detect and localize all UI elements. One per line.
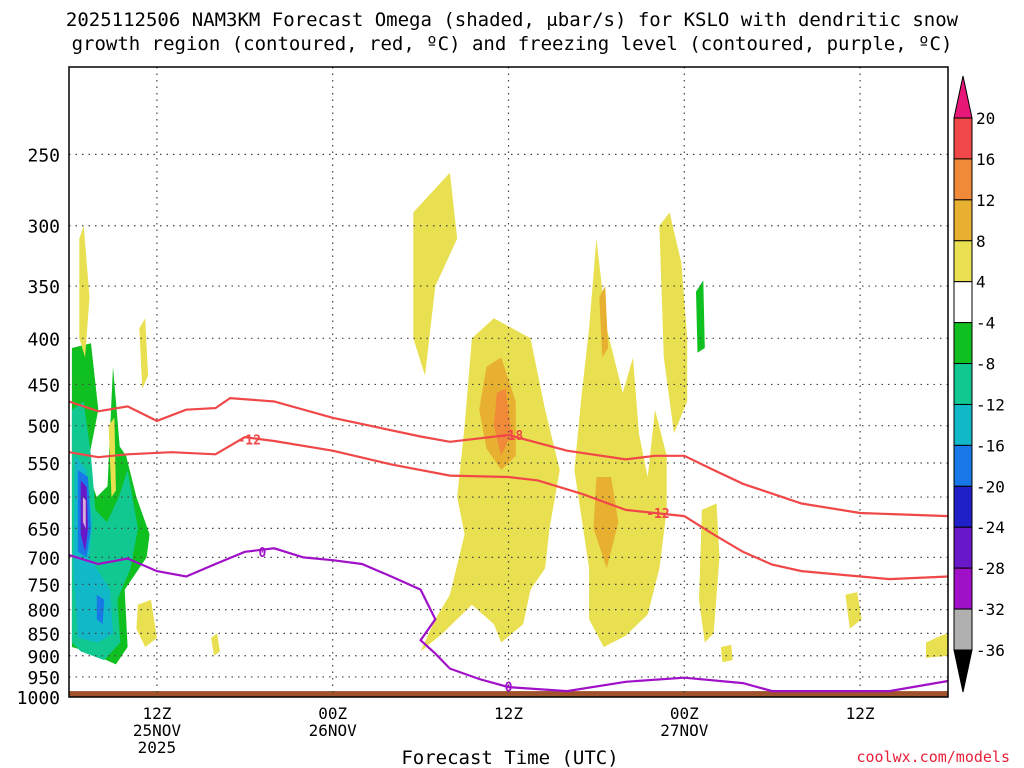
- colorbar-swatch-7: [953, 403, 973, 446]
- x-tick-date-3: 27NOV: [660, 721, 709, 740]
- x-tick-year-0: 2025: [138, 738, 177, 757]
- omega-region-22: [926, 633, 948, 658]
- colorbar-swatch-8: [953, 444, 973, 487]
- x-tick-label-4: 12Z: [846, 704, 875, 723]
- y-tick-label-650: 650: [27, 519, 60, 540]
- colorbar-swatch-2: [953, 199, 973, 242]
- plot-frame: [68, 66, 949, 698]
- y-tick-label-800: 800: [27, 601, 60, 622]
- omega-region-15: [413, 172, 458, 376]
- omega-region-17: [574, 238, 667, 647]
- colorbar-top-arrow: [953, 75, 973, 119]
- credit-link[interactable]: coolwx.com/models: [856, 748, 1010, 766]
- colorbar-swatch-1: [953, 158, 973, 201]
- y-tick-label-300: 300: [27, 217, 60, 238]
- colorbar-label-5: -4: [976, 314, 995, 333]
- omega-region-16: [420, 318, 560, 652]
- x-tick-label-2: 12Z: [494, 704, 523, 723]
- colorbar-bottom-arrow: [953, 649, 973, 693]
- colorbar-label-8: -16: [976, 436, 1005, 455]
- colorbar-label-10: -24: [976, 518, 1005, 537]
- contour-line-1: [68, 436, 949, 581]
- contour-label-0: -12: [237, 434, 260, 449]
- x-axis-label: Forecast Time (UTC): [401, 747, 618, 768]
- y-tick-label-700: 700: [27, 548, 60, 569]
- omega-region-11: [108, 417, 116, 497]
- contour-label-4: 0: [505, 681, 513, 696]
- contour-label-3: 0: [258, 546, 266, 561]
- colorbar-label-9: -20: [976, 477, 1005, 496]
- y-tick-label-600: 600: [27, 488, 60, 509]
- omega-region-9: [696, 280, 705, 353]
- colorbar-label-2: 12: [976, 191, 995, 210]
- y-tick-label-950: 950: [27, 668, 60, 689]
- omega-region-18: [659, 212, 688, 434]
- colorbar-swatch-5: [953, 322, 973, 365]
- y-tick-label-500: 500: [27, 417, 60, 438]
- y-tick-label-550: 550: [27, 454, 60, 475]
- contour-line-2: [68, 547, 949, 693]
- colorbar-swatch-10: [953, 526, 973, 569]
- ground-fill: [69, 691, 948, 697]
- colorbar-swatch-6: [953, 363, 973, 405]
- omega-region-13: [139, 318, 149, 389]
- omega-region-10: [79, 225, 90, 358]
- contour-line-0: [68, 396, 949, 518]
- colorbar-label-11: -28: [976, 559, 1005, 578]
- colorbar-label-3: 8: [976, 232, 986, 251]
- colorbar-swatch-3: [953, 240, 973, 283]
- colorbar-label-7: -12: [976, 395, 1005, 414]
- y-tick-label-250: 250: [27, 145, 60, 166]
- y-tick-label-900: 900: [27, 647, 60, 668]
- y-tick-label-850: 850: [27, 624, 60, 645]
- omega-shading: [71, 172, 948, 665]
- contour-label-1: -18: [500, 429, 524, 444]
- colorbar-swatch-4: [953, 281, 973, 324]
- chart-title-line2: growth region (contoured, red, ºC) and f…: [71, 33, 953, 55]
- omega-region-26: [493, 388, 512, 456]
- y-tick-label-450: 450: [27, 375, 60, 396]
- colorbar-label-13: -36: [976, 641, 1005, 660]
- y-tick-label-750: 750: [27, 575, 60, 596]
- omega-region-20: [720, 644, 733, 663]
- omega-region-7: [82, 497, 86, 529]
- colorbar-label-6: -8: [976, 355, 995, 374]
- colorbar-swatch-0: [953, 117, 973, 160]
- omega-region-12: [136, 599, 157, 647]
- x-tick-date-0: 25NOV: [133, 721, 182, 740]
- x-tick-date-1: 26NOV: [309, 721, 358, 740]
- colorbar-label-1: 16: [976, 150, 995, 169]
- omega-region-19: [699, 503, 720, 643]
- y-tick-label-1000: 1000: [17, 688, 60, 709]
- y-tick-label-400: 400: [27, 329, 60, 350]
- colorbar-label-12: -32: [976, 600, 1005, 619]
- colorbar-swatch-12: [953, 608, 973, 651]
- chart-title-line1: 2025112506 NAM3KM Forecast Omega (shaded…: [65, 9, 959, 31]
- colorbar-label-4: 4: [976, 273, 986, 292]
- y-tick-label-350: 350: [27, 277, 60, 298]
- omega-region-14: [211, 633, 220, 656]
- x-tick-label-1: 00Z: [318, 704, 347, 723]
- contour-label-2: -12: [646, 507, 669, 522]
- colorbar-swatch-11: [953, 567, 973, 610]
- omega-region-5: [96, 594, 105, 625]
- omega-region-21: [845, 592, 862, 629]
- colorbar-label-0: 20: [976, 109, 995, 128]
- x-tick-label-0: 12Z: [142, 704, 171, 723]
- colorbar-swatch-9: [953, 485, 973, 528]
- omega-region-25: [599, 286, 609, 358]
- x-tick-label-3: 00Z: [670, 704, 699, 723]
